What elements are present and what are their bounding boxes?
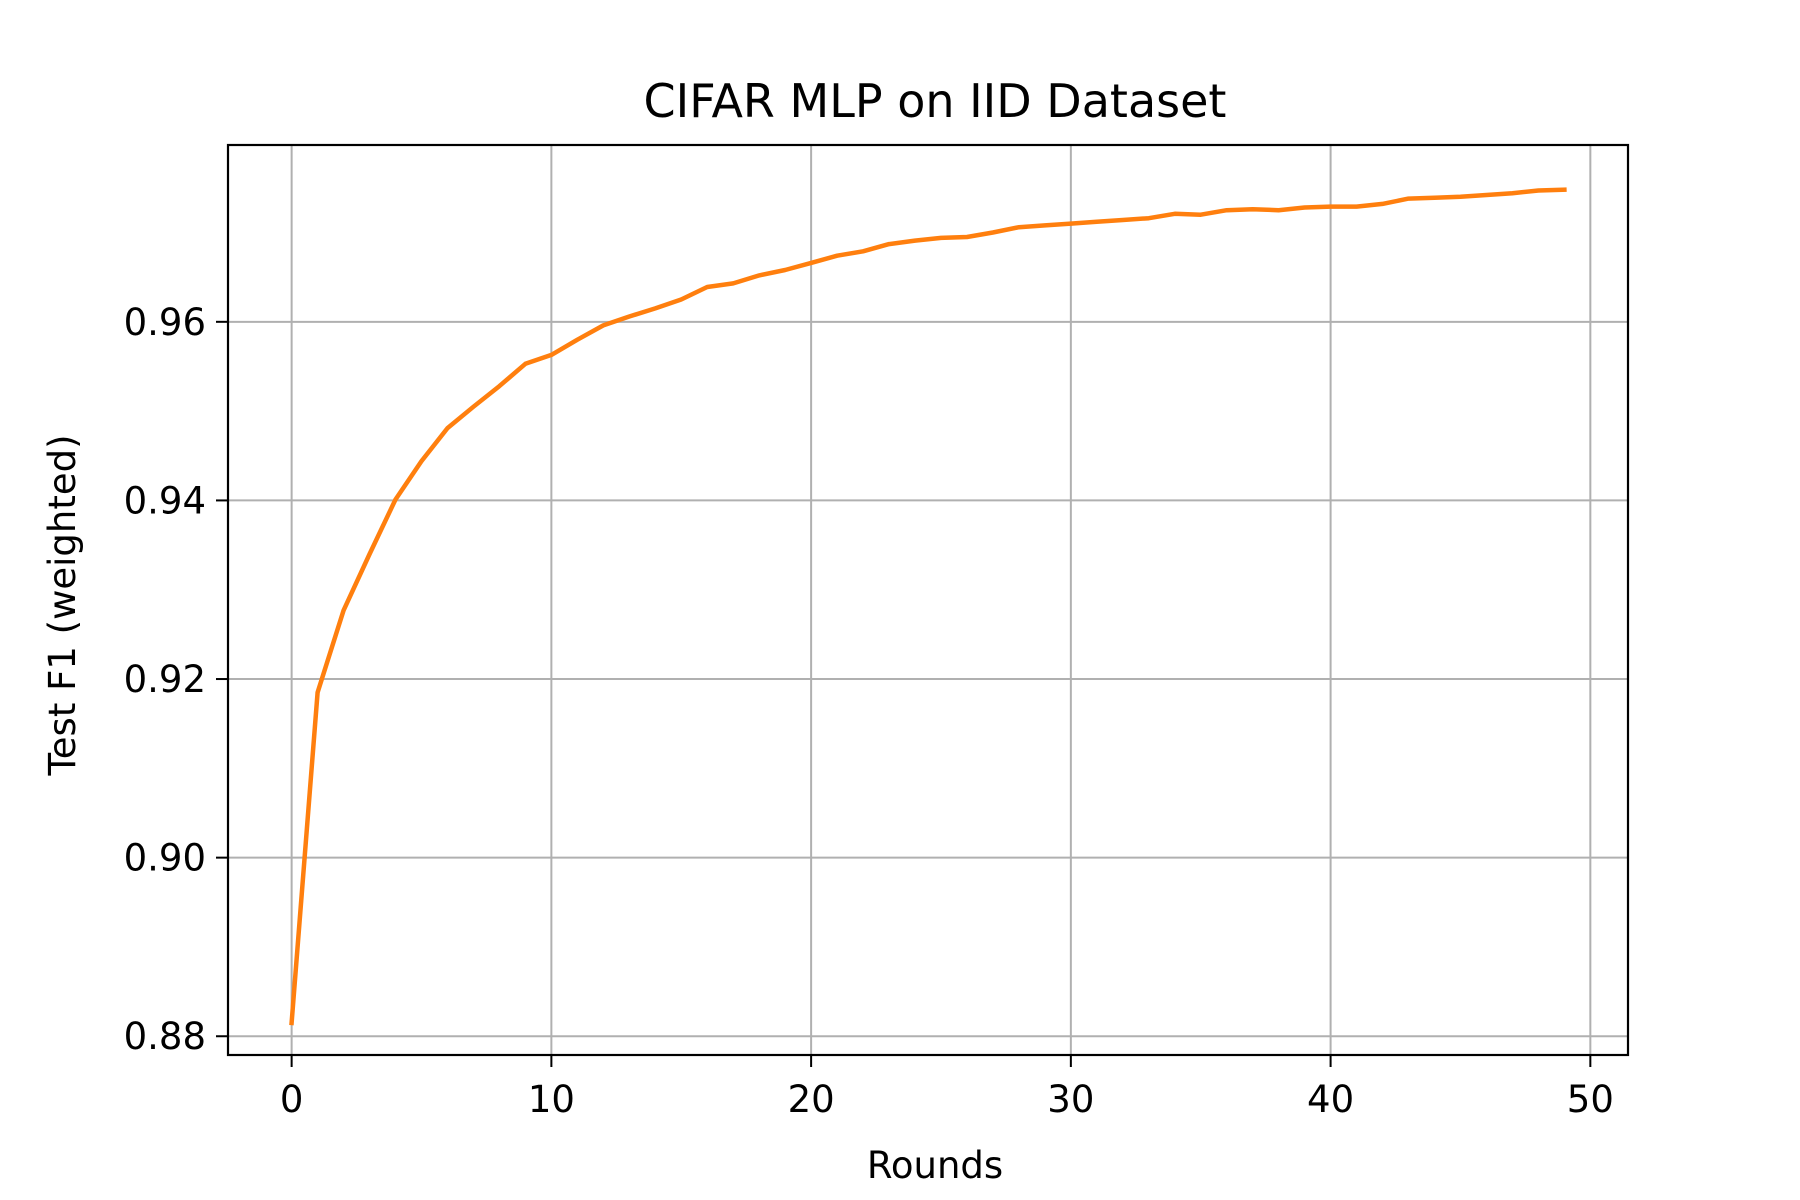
- y-tick-label: 0.90: [124, 837, 206, 880]
- plot-frame: [226, 143, 1630, 1057]
- x-tick-label: 10: [528, 1078, 575, 1121]
- y-tick-label: 0.92: [124, 658, 206, 701]
- series-line: [289, 187, 1567, 1026]
- grid: [228, 145, 1628, 1055]
- y-tick-label: 0.96: [124, 301, 206, 344]
- ticks: 0 10 20 30 40 50 0.88 0.90 0.92 0.94 0.96: [124, 301, 1614, 1121]
- x-tick-label: 30: [1047, 1078, 1094, 1121]
- x-axis-label: Rounds: [867, 1144, 1003, 1187]
- series-layer: [289, 187, 1567, 1026]
- chart-title: CIFAR MLP on IID Dataset: [644, 74, 1227, 128]
- x-tick-label: 50: [1567, 1078, 1614, 1121]
- x-tick-label: 0: [280, 1078, 304, 1121]
- y-tick-label: 0.88: [124, 1015, 206, 1058]
- x-tick-label: 20: [788, 1078, 835, 1121]
- y-tick-label: 0.94: [124, 479, 206, 522]
- y-axis-label: Test F1 (weighted): [41, 434, 84, 776]
- x-tick-label: 40: [1307, 1078, 1354, 1121]
